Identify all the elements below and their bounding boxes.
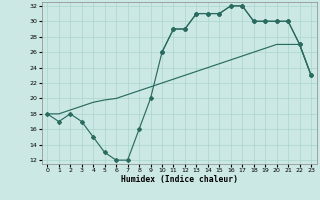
X-axis label: Humidex (Indice chaleur): Humidex (Indice chaleur) [121,175,238,184]
